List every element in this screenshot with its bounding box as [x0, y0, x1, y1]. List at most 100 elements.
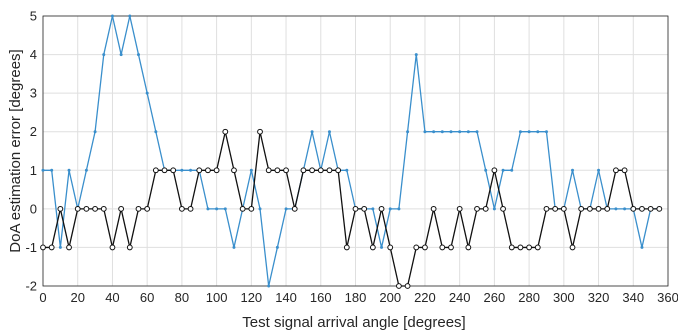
x-tick-label: 180 [345, 290, 367, 305]
series-2-point [152, 167, 159, 174]
series-2-point [387, 244, 394, 251]
series-2-point [74, 205, 81, 212]
series-2-point [500, 205, 506, 212]
series-2-point [213, 167, 220, 174]
series-2-point [335, 167, 342, 174]
series-2-point [161, 167, 168, 174]
series-2-point [586, 205, 593, 212]
series-1-point [449, 130, 453, 134]
series-2-point [543, 205, 550, 212]
series-1-point [640, 245, 644, 249]
series-2-point [560, 205, 567, 212]
x-tick-label: 300 [553, 290, 575, 305]
series-1-point [145, 91, 149, 95]
series-2-point [300, 167, 307, 174]
series-2-point [448, 244, 454, 251]
series-1-point [536, 130, 540, 134]
series-2-point [283, 167, 289, 174]
y-axis-label: DoA estimation error [degrees] [7, 49, 24, 252]
series-1-point [597, 168, 601, 172]
series-2-point [257, 128, 263, 135]
series-2-point [613, 167, 619, 174]
series-2-point [265, 167, 272, 174]
series-1-point [510, 168, 514, 172]
x-tick-label: 60 [140, 290, 154, 305]
x-tick-label: 0 [39, 290, 46, 305]
series-2-point [309, 167, 315, 174]
series-2-point [465, 244, 472, 251]
series-1-point [544, 130, 548, 134]
series-2-point [456, 205, 463, 212]
series-2-point [205, 167, 211, 174]
series-2-point [630, 205, 637, 212]
series-1 [41, 14, 661, 288]
series-1-point [345, 168, 349, 172]
series-2-point [482, 205, 489, 212]
series-2-point [430, 205, 437, 212]
series-2-point [222, 128, 229, 135]
series-2-point [231, 167, 237, 174]
series-2-point [352, 205, 359, 212]
series-2-point [326, 167, 333, 174]
series-2-point [595, 205, 602, 212]
series-1-point [84, 168, 88, 172]
series-2-point [274, 167, 281, 174]
series-2-point [178, 205, 185, 212]
series-1-point [189, 168, 193, 172]
series-2-point [83, 205, 90, 212]
series-1-point [284, 207, 288, 211]
series-1-point [154, 130, 158, 134]
series-1-point [41, 168, 45, 172]
x-tick-label: 320 [588, 290, 610, 305]
series-2-point [647, 205, 654, 212]
series-2-point [526, 244, 533, 251]
x-tick-label: 40 [105, 290, 119, 305]
series-1-point [180, 168, 184, 172]
x-tick-label: 260 [484, 290, 506, 305]
series-1-point [275, 245, 279, 249]
y-tick-label: 4 [30, 47, 37, 62]
y-tick-label: 1 [30, 163, 37, 178]
series-1-point [492, 207, 496, 211]
series-2 [40, 128, 663, 289]
series-1-point [623, 207, 627, 211]
series-1-point [406, 130, 410, 134]
series-1-point [215, 207, 219, 211]
series-1-point [232, 245, 236, 249]
y-tick-label: 0 [30, 201, 37, 216]
series-2-point [578, 205, 585, 212]
series-2-point [552, 205, 559, 212]
series-2-point [621, 167, 628, 174]
y-tick-label: -2 [25, 279, 37, 294]
series-2-point [639, 205, 645, 212]
series-1-point [380, 245, 384, 249]
series-1-point [327, 130, 331, 134]
series-1-point [423, 130, 427, 134]
series-2-point [170, 167, 177, 174]
series-2-point [187, 205, 194, 212]
x-tick-label: 220 [414, 290, 436, 305]
series-1-point [267, 284, 271, 288]
series-2-point [57, 205, 64, 212]
series-1-point [614, 207, 618, 211]
series-1-point [571, 168, 575, 172]
series-1-point [93, 130, 97, 134]
series-1-point [310, 130, 314, 134]
series-2-point [291, 205, 298, 212]
series-2-point [126, 244, 133, 251]
x-tick-label: 160 [310, 290, 332, 305]
x-tick-label: 240 [449, 290, 471, 305]
series-2-point [196, 167, 203, 174]
x-axis-label: Test signal arrival angle [degrees] [242, 314, 465, 331]
series-1-point [527, 130, 531, 134]
series-2-point [422, 244, 428, 251]
series-1-point [110, 14, 114, 18]
series-2-point [118, 205, 125, 212]
series-2-point [66, 244, 72, 251]
series-1-point [58, 245, 62, 249]
series-1-point [119, 53, 123, 57]
series-1-point [67, 168, 71, 172]
series-1-point [388, 207, 392, 211]
